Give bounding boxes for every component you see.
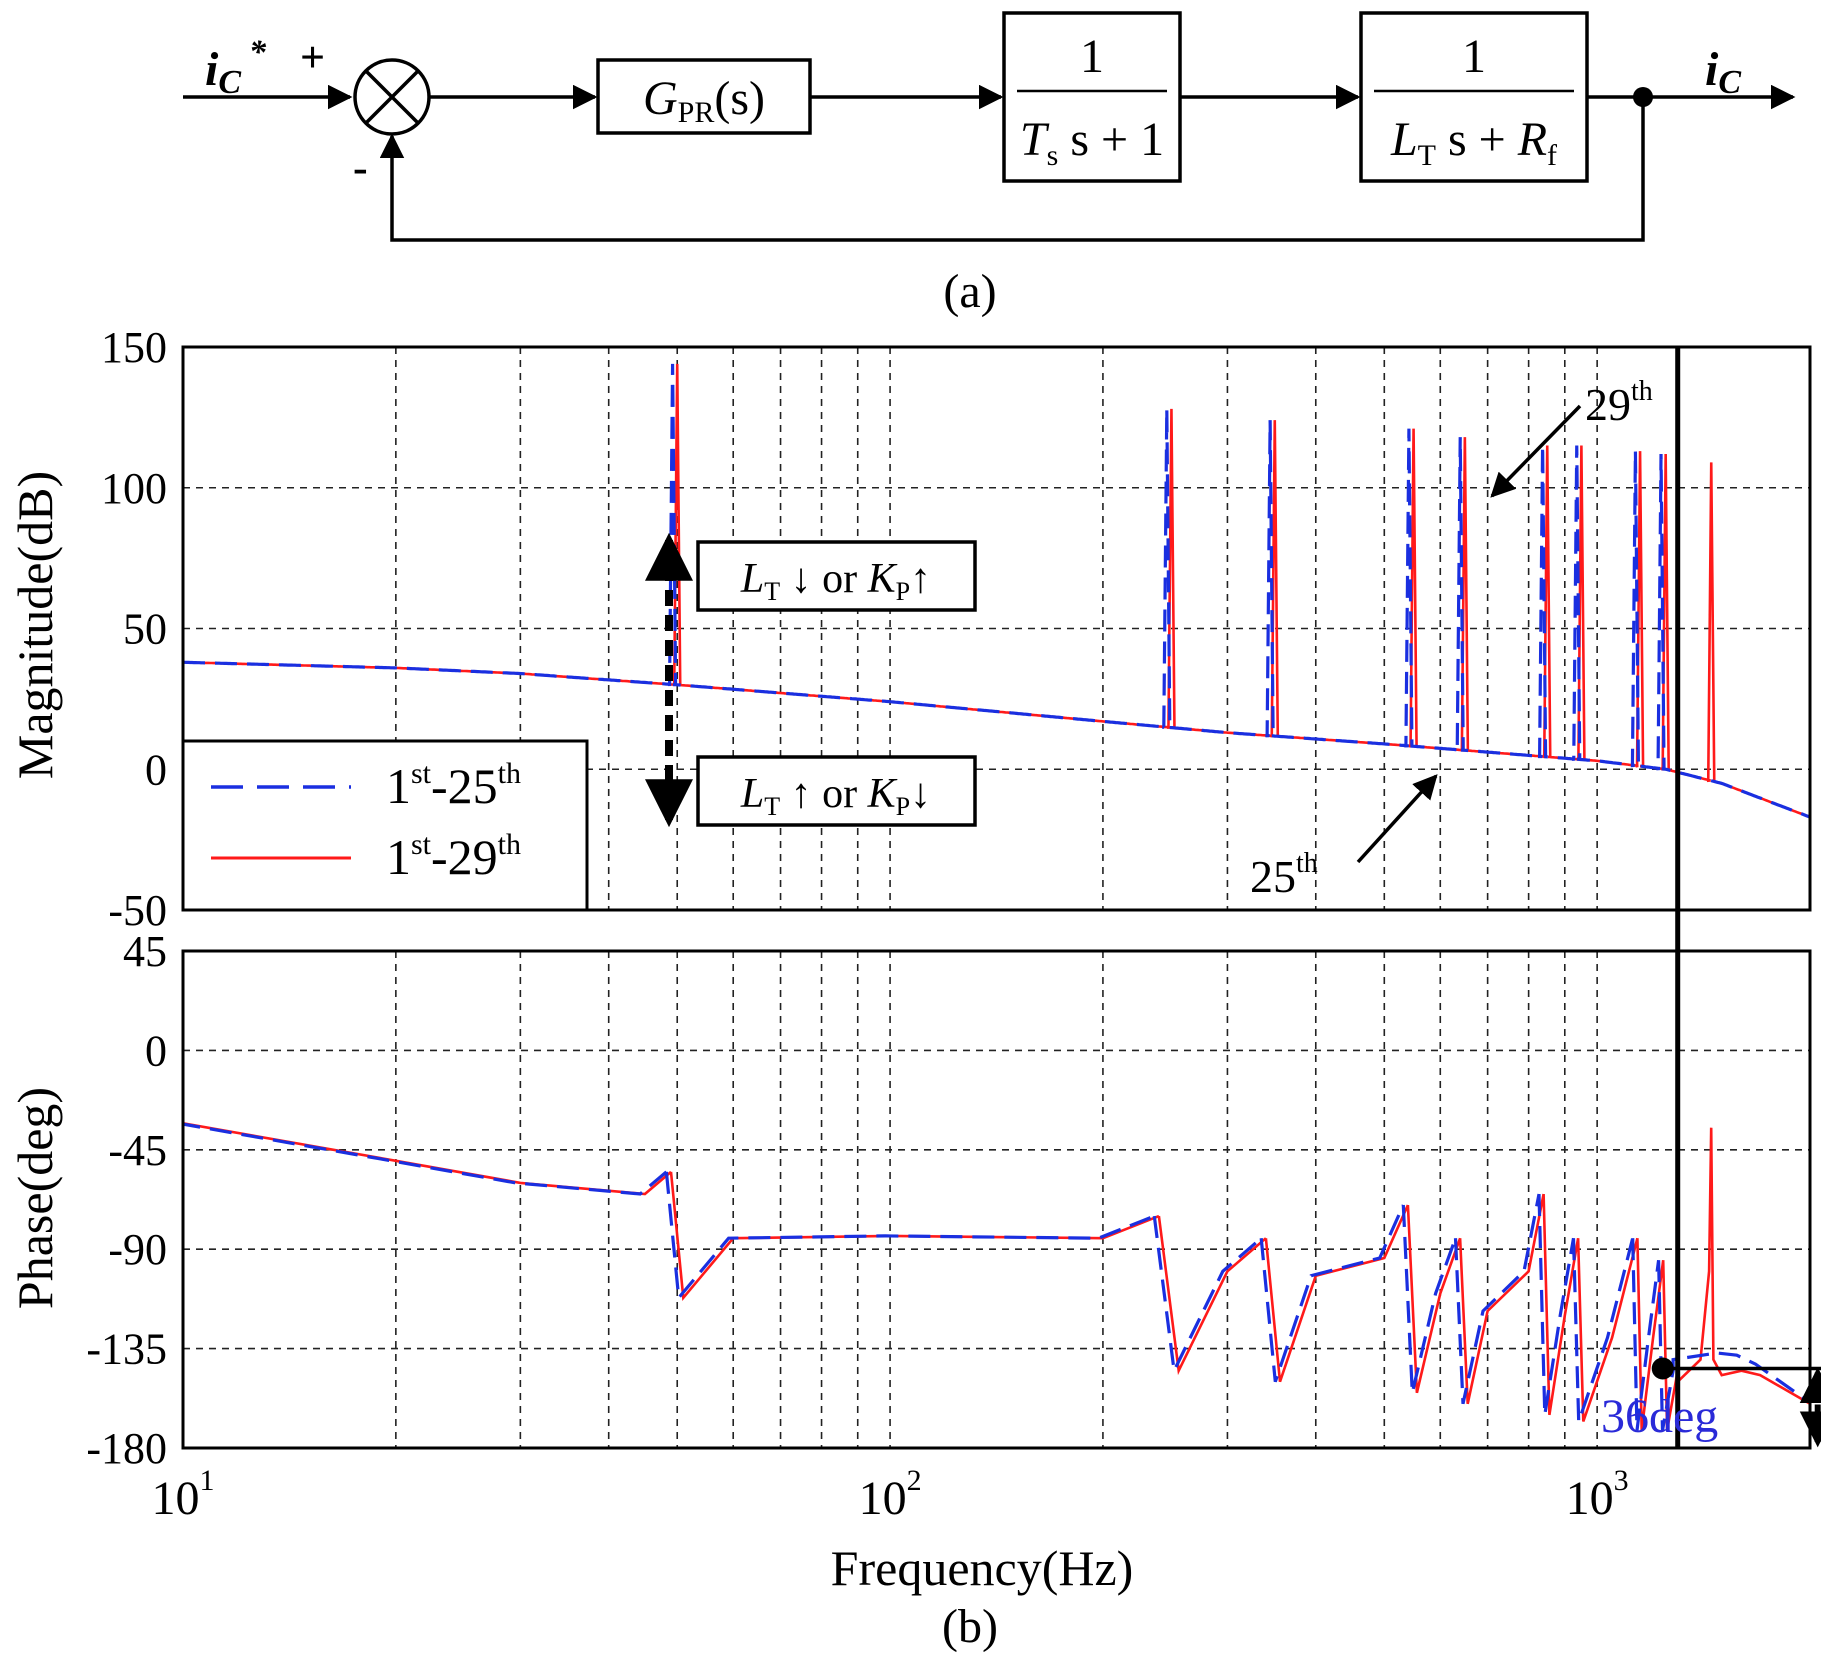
magnitude-y-ticks: 150 100 50 0 -50 [101, 323, 167, 935]
magnitude-y-tick-label: -50 [108, 886, 167, 935]
phase-y-ticks: 45 0 -45 -90 -135 -180 [86, 927, 167, 1473]
phase-frame [181, 949, 1812, 1450]
plant-denominator: LT s + Rf [1390, 113, 1557, 172]
legend-label-1st-25th: 1st-25th [386, 757, 521, 814]
magnitude-y-tick-label: 0 [145, 745, 167, 794]
callout-25th-label: 25th [1250, 848, 1318, 902]
phase-grid [183, 950, 1810, 1449]
controller-block [596, 58, 812, 135]
magnitude-y-tick-label: 100 [101, 464, 167, 513]
x-tick-label: 101 [152, 1464, 215, 1525]
summing-junction [353, 58, 431, 136]
annotation-box-down [696, 755, 977, 827]
input-label: iC* [205, 34, 267, 101]
minus-sign: - [353, 143, 368, 192]
phase-y-tick-label: 0 [145, 1026, 167, 1075]
plus-sign: + [300, 33, 325, 82]
block-diagram: iC* + - GPR(s) 1 Ts s + 1 1 LT s + Rf iC… [183, 11, 1796, 318]
phase-y-tick-label: 45 [123, 927, 167, 976]
phase-y-tick-label: -90 [108, 1225, 167, 1274]
legend-label-1st-29th: 1st-29th [386, 828, 521, 885]
legend: 1st-25th 1st-29th [181, 739, 589, 912]
phase-ylabel: Phase(deg) [7, 1087, 63, 1309]
annotation-text-down: LT ↑ or KP↓ [740, 771, 931, 821]
phase-margin-annotation: 36deg [1601, 1357, 1821, 1448]
x-tick-label: 102 [859, 1464, 922, 1525]
controller-label: GPR(s) [643, 72, 765, 129]
annotation-box-up [696, 540, 977, 612]
magnitude-series-1st-25th [183, 363, 1810, 819]
gain-adjust-annotation: LT ↓ or KP↑ LT ↑ or KP↓ [645, 532, 977, 828]
magnitude-frame [181, 345, 1812, 912]
plant-numerator: 1 [1462, 30, 1486, 83]
delay-numerator: 1 [1080, 30, 1104, 83]
feedback-path [379, 97, 1645, 242]
output-label: iC [1705, 43, 1741, 101]
x-axis-label: Frequency(Hz) [831, 1540, 1134, 1596]
bode-plot: Magnitude(dB) Phase(deg) 150 100 50 0 -50 45… [7, 323, 1821, 1653]
callout-29th-arrow [1490, 404, 1582, 498]
magnitude-y-tick-label: 50 [123, 605, 167, 654]
phase-series-1st-25th [183, 1122, 1807, 1431]
annotation-text-up: LT ↓ or KP↑ [740, 556, 931, 606]
phase-y-tick-label: -180 [86, 1424, 167, 1473]
delay-denominator: Ts s + 1 [1020, 113, 1164, 172]
harmonic-callouts: 29th 25th [1250, 376, 1653, 902]
phase-y-tick-label: -45 [108, 1126, 167, 1175]
caption-a: (a) [943, 265, 996, 318]
x-tick-label: 103 [1566, 1464, 1629, 1525]
plant-block [1359, 11, 1589, 183]
phase-y-tick-label: -135 [86, 1325, 167, 1374]
phase-margin-label: 36deg [1601, 1390, 1718, 1443]
callout-29th-label: 29th [1585, 376, 1653, 430]
magnitude-ylabel: Magnitude(dB) [7, 471, 63, 779]
x-ticks: 101 102 103 [152, 1464, 1629, 1525]
caption-b: (b) [942, 1600, 998, 1653]
magnitude-y-tick-label: 150 [101, 323, 167, 372]
callout-25th-arrow [1356, 774, 1438, 864]
